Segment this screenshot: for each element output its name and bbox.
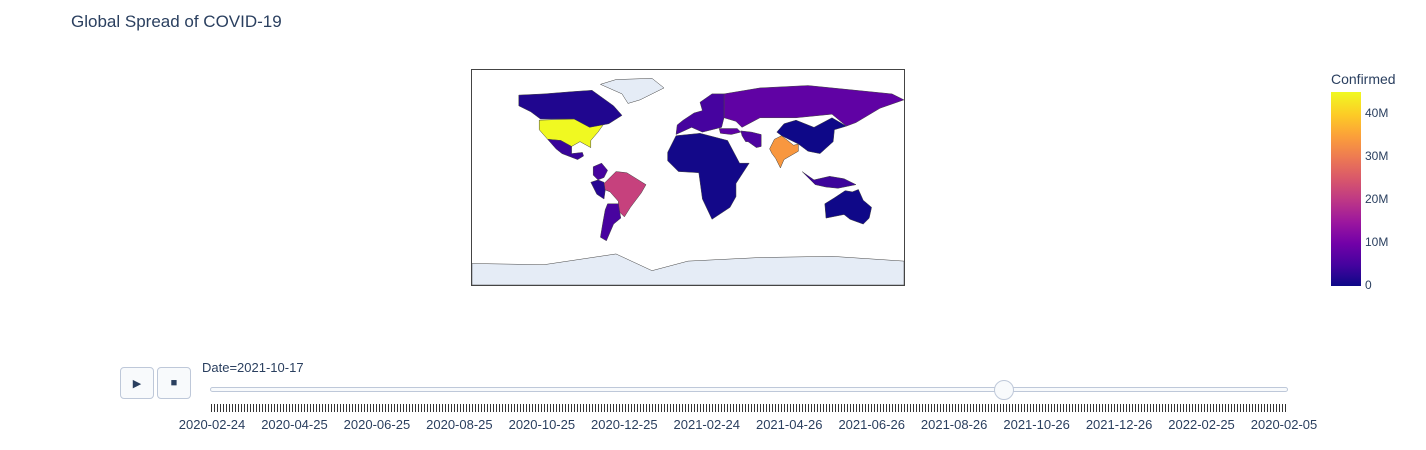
colorbar [1331, 92, 1361, 286]
slider-tick-label: 2021-04-26 [755, 417, 823, 432]
slider-tick-label: 2020-10-25 [508, 417, 576, 432]
map-region-brazil[interactable] [600, 171, 647, 218]
map-region-argentina[interactable] [600, 203, 622, 242]
slider-tick-label: 2021-12-26 [1085, 417, 1153, 432]
colorbar-tick-label: 20M [1365, 191, 1389, 206]
map-region-australia[interactable] [824, 189, 872, 225]
slider-tick-label: 2020-08-25 [426, 417, 493, 432]
slider-current-value: Date=2021-10-17 [202, 360, 304, 375]
map-region-antarctica[interactable] [472, 253, 904, 285]
slider-rail[interactable] [210, 387, 1288, 392]
map-region-iran[interactable] [740, 130, 762, 148]
slider-tick-label: 2020-06-25 [343, 417, 411, 432]
stop-icon: ■ [170, 377, 178, 389]
map-region-africa[interactable] [667, 133, 750, 220]
colorbar-tick-label: 30M [1365, 148, 1389, 163]
play-icon: ▶ [132, 377, 142, 390]
stop-button[interactable]: ■ [157, 367, 191, 399]
map-region-china[interactable] [776, 117, 848, 154]
map-region-colombia[interactable] [592, 162, 608, 181]
slider-handle[interactable] [994, 380, 1015, 400]
map-region-turkey[interactable] [718, 128, 742, 135]
map-region-canada[interactable] [518, 90, 623, 128]
slider-tick-label: 2021-10-26 [1003, 417, 1070, 432]
map-region-greenland[interactable] [599, 78, 665, 104]
slider-tick-label: 2021-08-26 [920, 417, 988, 432]
slider-tick-label: 2020-02-24 [178, 417, 246, 432]
map-region-mexico[interactable] [546, 138, 584, 160]
map-region-peru[interactable] [590, 179, 606, 200]
slider-ticks [211, 404, 1287, 412]
colorbar-title: Confirmed [1331, 71, 1396, 87]
colorbar-tick-label: 10M [1365, 234, 1389, 249]
map-canvas[interactable] [472, 70, 904, 285]
slider-tick-label: 2020-12-25 [591, 417, 658, 432]
chart-title: Global Spread of COVID-19 [71, 12, 282, 31]
map-region-russia[interactable] [723, 85, 904, 128]
map-region-indonesia[interactable] [801, 171, 857, 189]
play-button[interactable]: ▶ [120, 367, 154, 399]
map-region-europe[interactable] [675, 93, 725, 135]
colorbar-tick-label: 40M [1365, 105, 1389, 120]
slider-tick-label: 2022-02-25 [1168, 417, 1235, 432]
slider-tick-label: 2020-04-25 [261, 417, 328, 432]
slider-tick-label: 2021-02-24 [673, 417, 741, 432]
slider-tick-label: 2020-02-05 [1250, 417, 1318, 432]
map-region-india[interactable] [769, 135, 799, 169]
slider-tick-label: 2021-06-26 [838, 417, 905, 432]
colorbar-tick-label: 0 [1365, 278, 1372, 292]
world-map[interactable] [471, 69, 905, 286]
